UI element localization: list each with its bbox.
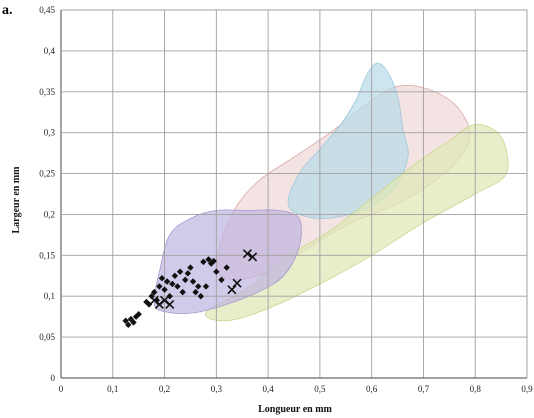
diamond-point (169, 280, 176, 288)
diamond-point (189, 278, 197, 285)
diamond-point (184, 270, 192, 277)
y-tick-label: 0,1 (44, 291, 55, 301)
cross-point (227, 285, 237, 295)
grid-layer (60, 9, 528, 379)
diamond-point (176, 268, 184, 275)
diamond-point (158, 275, 166, 282)
y-tick-label: 0,15 (39, 250, 55, 260)
y-tick-label: 0,05 (39, 332, 55, 342)
diamond-point (200, 258, 207, 266)
x-tick-label: 0,4 (262, 384, 274, 394)
region-4 (153, 209, 302, 314)
ticks-layer: 0 0,1 0,2 0,3 0,4 0,5 0,6 0,7 0,8 0,9 0 0,05 0,1 0,15… (39, 5, 533, 394)
y-tick-label: 0,45 (39, 5, 55, 15)
x-tick-label: 0,6 (366, 384, 378, 394)
diamond-point (192, 288, 199, 296)
y-tick-label: 0 (51, 373, 56, 383)
x-tick-label: 0,7 (418, 384, 430, 394)
cross-point (242, 249, 252, 259)
diamond-point (205, 256, 212, 263)
cross-point (165, 299, 175, 309)
panel-label: a. (2, 3, 13, 18)
diamond-point (130, 319, 137, 326)
x-tick-label: 0,8 (470, 384, 482, 394)
diamond-point (223, 264, 230, 271)
diamond-point (125, 321, 132, 329)
diamond-point (202, 283, 210, 290)
x-axis-title: Longueur en mm (258, 404, 332, 415)
diamond-point (163, 278, 171, 285)
diamond-point (171, 272, 179, 279)
x-tick-label: 0 (59, 384, 64, 394)
x-tick-label: 0,1 (107, 384, 118, 394)
x-tick-label: 0,5 (314, 384, 326, 394)
x-tick-label: 0,2 (159, 384, 170, 394)
diamond-point (218, 276, 225, 284)
diamond-point (174, 283, 181, 290)
diamond-point (213, 268, 220, 275)
diamond-point (156, 283, 163, 290)
diamond-point (135, 311, 142, 318)
points-layer (122, 249, 258, 329)
diamond-point (197, 293, 204, 300)
diamond-point (122, 317, 129, 324)
x-tick-label: 0,9 (521, 384, 533, 394)
y-tick-label: 0,35 (39, 87, 55, 97)
y-tick-label: 0,4 (44, 46, 56, 56)
y-tick-label: 0,2 (44, 209, 55, 219)
diamond-point (179, 288, 186, 296)
diamond-point (182, 276, 189, 284)
cross-point (248, 252, 258, 262)
diamond-point (187, 264, 194, 271)
y-tick-label: 0,25 (39, 169, 55, 179)
x-tick-label: 0,3 (211, 384, 223, 394)
diamond-point (151, 288, 158, 296)
y-axis-title: Largeur en mm (11, 166, 22, 234)
diamond-point (148, 293, 155, 300)
cross-point (232, 278, 242, 288)
diamond-point (210, 257, 217, 265)
y-tick-label: 0,3 (44, 128, 56, 138)
diamond-point (161, 286, 168, 293)
regions-layer (153, 62, 509, 322)
diamond-point (195, 283, 202, 290)
